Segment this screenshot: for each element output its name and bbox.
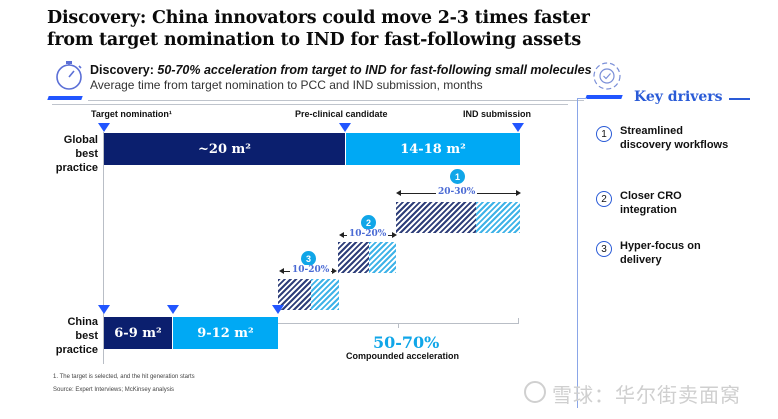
- source-note: Source: Expert Interviews; McKinsey anal…: [53, 387, 175, 393]
- step1-hatch-dark: [396, 202, 476, 233]
- bar-china-pcc: 6-9 m²: [104, 317, 172, 349]
- row-label-china-line3: practice: [55, 344, 98, 356]
- arrow-left-icon: [396, 190, 401, 196]
- key-driver-number: 1: [596, 126, 612, 142]
- row-label-china-line1: China: [67, 316, 98, 328]
- row-label-global-line3: practice: [55, 162, 98, 174]
- key-driver-number: 2: [596, 191, 612, 207]
- footnote-1: 1. The target is selected, and the hit g…: [53, 374, 195, 380]
- bar-label-global-pcc: ~20 m²: [198, 141, 251, 157]
- bar-global-pcc: ~20 m²: [104, 133, 345, 165]
- watermark-logo-icon: [524, 381, 546, 403]
- china-marker-target: [98, 305, 110, 314]
- step3-pct: 10-20%: [290, 265, 332, 275]
- milestone-label-pcc: Pre-clinical candidate: [295, 109, 388, 119]
- milestone-label-ind: IND submission: [463, 109, 532, 119]
- arrow-right-icon: [332, 268, 337, 274]
- chart-title-prefix: Discovery:: [90, 63, 154, 77]
- step2-pct: 10-20%: [347, 229, 389, 239]
- key-driver-item: 3 Hyper-focus on delivery: [596, 239, 730, 267]
- key-driver-item: 2 Closer CRO integration: [596, 189, 730, 217]
- arrow-left-icon: [279, 268, 284, 274]
- bar-china-ind: 9-12 m²: [173, 317, 278, 349]
- step1-hatch-light: [476, 202, 520, 233]
- china-marker-ind: [272, 305, 284, 314]
- step2-hatch-light: [369, 242, 396, 273]
- panel-border-top: [577, 98, 587, 99]
- stopwatch-icon: [52, 58, 86, 92]
- key-driver-text: Hyper-focus on delivery: [620, 240, 701, 266]
- total-acceleration-label: Compounded acceleration: [346, 351, 460, 361]
- milestone-marker-pcc: [339, 123, 351, 132]
- bar-label-china-pcc: 6-9 m²: [114, 325, 162, 341]
- row-label-global-line2: best: [75, 148, 98, 160]
- key-driver-text: Streamlined discovery workflows: [620, 125, 729, 151]
- subheader-divider: [88, 100, 584, 101]
- chart-subtitle: Average time from target nomination to P…: [90, 78, 483, 92]
- bar-label-global-ind: 14-18 m²: [400, 141, 466, 157]
- bracket-tick: [398, 324, 399, 328]
- icon-underline: [47, 96, 83, 100]
- total-acceleration-pct: 50-70%: [373, 333, 440, 352]
- step-badge-3: 3: [301, 251, 316, 266]
- milestone-marker-ind: [512, 123, 524, 132]
- watermark: 雪球：华尔街卖面窝: [552, 383, 741, 407]
- chart-title-rest: 50-70% acceleration from target to IND f…: [153, 63, 592, 77]
- milestone-label-target: Target nomination¹: [91, 109, 172, 119]
- china-marker-pcc: [167, 305, 179, 314]
- arrow-right-icon: [516, 190, 521, 196]
- key-driver-item: 1 Streamlined discovery workflows: [596, 124, 730, 152]
- bar-global-ind: 14-18 m²: [346, 133, 520, 165]
- step2-hatch-dark: [338, 242, 369, 273]
- bar-label-china-ind: 9-12 m²: [197, 325, 254, 341]
- page-title: Discovery: China innovators could move 2…: [47, 8, 590, 50]
- step-badge-1: 1: [450, 169, 465, 184]
- chart-title: Discovery: 50-70% acceleration from targ…: [90, 63, 592, 77]
- step1-pct: 20-30%: [436, 187, 478, 197]
- row-label-global-line1: Global: [63, 134, 98, 146]
- arrow-left-icon: [339, 232, 344, 238]
- row-label-global: Global best practice: [38, 133, 98, 175]
- panel-border-left: [577, 98, 578, 408]
- key-driver-text: Closer CRO integration: [620, 190, 682, 216]
- milestone-marker-target: [98, 123, 110, 132]
- panel-accent-bar: [585, 95, 623, 99]
- chart-divider: [52, 104, 568, 105]
- step3-hatch-dark: [278, 279, 311, 310]
- axis-line: [103, 132, 104, 364]
- gear-check-icon: [590, 60, 624, 92]
- row-label-china: China best practice: [38, 315, 98, 357]
- row-label-china-line2: best: [75, 330, 98, 342]
- step-badge-2: 2: [361, 215, 376, 230]
- key-driver-number: 3: [596, 241, 612, 257]
- compounded-bracket: [278, 318, 519, 324]
- arrow-right-icon: [392, 232, 397, 238]
- key-drivers-title-rule: [729, 98, 750, 100]
- step3-hatch-light: [311, 279, 339, 310]
- key-drivers-title: Key drivers: [634, 89, 723, 105]
